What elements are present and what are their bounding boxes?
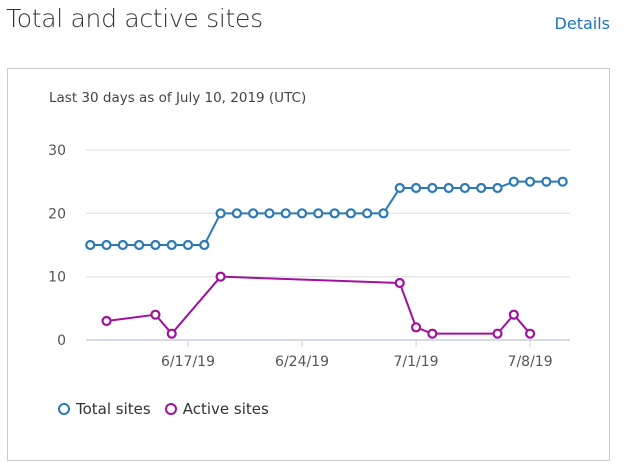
data-point bbox=[508, 309, 519, 320]
data-point bbox=[410, 182, 422, 194]
series-line-1 bbox=[106, 275, 531, 336]
data-point bbox=[182, 239, 194, 251]
data-point bbox=[150, 309, 161, 320]
data-point bbox=[215, 208, 226, 219]
data-point bbox=[231, 208, 242, 219]
data-point bbox=[264, 208, 275, 219]
data-point bbox=[345, 208, 356, 219]
y-tick-label: 0 bbox=[57, 333, 66, 349]
legend-active-sites[interactable]: Active sites bbox=[164, 400, 269, 418]
data-point bbox=[378, 208, 389, 219]
data-point bbox=[443, 182, 454, 194]
x-tick-label: 7/8/19 bbox=[508, 354, 553, 370]
legend-label: Active sites bbox=[182, 400, 269, 418]
data-point bbox=[459, 182, 471, 194]
data-point bbox=[166, 328, 177, 339]
data-point bbox=[362, 208, 373, 219]
x-tick-label: 6/17/19 bbox=[161, 354, 215, 370]
data-point bbox=[296, 208, 308, 219]
data-point bbox=[410, 322, 422, 333]
x-tick-label: 6/24/19 bbox=[275, 354, 329, 370]
data-point bbox=[524, 328, 536, 339]
page-title: Total and active sites bbox=[6, 4, 263, 33]
data-point bbox=[394, 277, 405, 289]
details-link[interactable]: Details bbox=[554, 14, 610, 33]
data-point bbox=[492, 182, 503, 194]
legend-label: Total sites bbox=[76, 400, 151, 418]
data-point bbox=[166, 239, 177, 251]
y-tick-label: 20 bbox=[48, 206, 66, 222]
data-point bbox=[134, 239, 145, 251]
data-point bbox=[524, 176, 536, 187]
data-point bbox=[427, 328, 438, 339]
y-tick-label: 30 bbox=[48, 143, 66, 159]
data-point bbox=[280, 208, 291, 219]
data-point bbox=[541, 176, 552, 187]
data-point bbox=[101, 239, 112, 251]
data-point bbox=[557, 176, 568, 187]
data-point bbox=[313, 208, 324, 219]
data-point bbox=[117, 239, 128, 251]
legend-marker-icon bbox=[58, 403, 70, 415]
chart-card bbox=[7, 68, 610, 461]
data-point bbox=[85, 239, 96, 251]
data-point bbox=[492, 328, 503, 339]
data-point bbox=[150, 239, 161, 251]
chart-subtitle: Last 30 days as of July 10, 2019 (UTC) bbox=[49, 90, 307, 106]
legend: Total sites Active sites bbox=[58, 400, 269, 418]
y-tick-label: 10 bbox=[48, 270, 66, 286]
data-point bbox=[199, 239, 210, 251]
data-point bbox=[427, 182, 438, 194]
legend-marker-icon bbox=[164, 403, 177, 415]
data-point bbox=[476, 182, 487, 194]
data-point bbox=[101, 315, 112, 327]
legend-total-sites[interactable]: Total sites bbox=[58, 400, 151, 418]
data-point bbox=[394, 182, 405, 194]
data-point bbox=[508, 176, 519, 187]
x-tick-label: 7/1/19 bbox=[394, 354, 439, 370]
data-point bbox=[248, 208, 259, 219]
data-point bbox=[215, 271, 226, 282]
data-point bbox=[329, 208, 340, 219]
